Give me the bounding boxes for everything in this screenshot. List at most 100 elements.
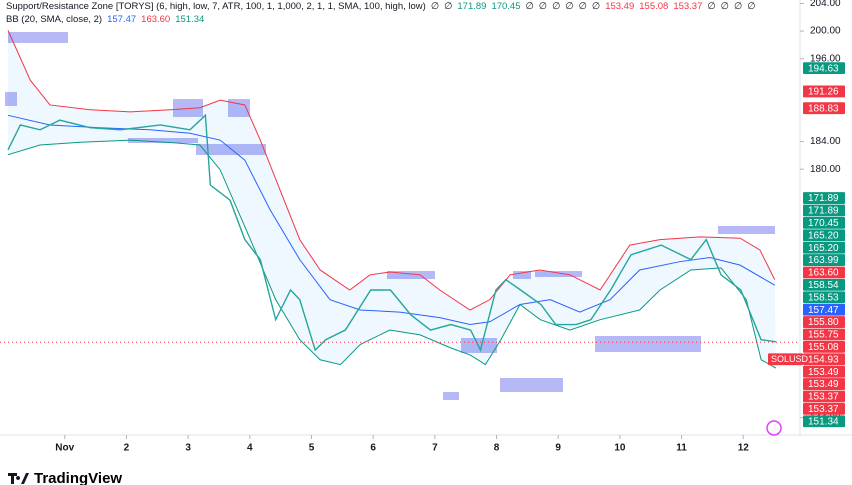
price-tag-label: 151.34 — [808, 416, 839, 427]
legend-row: BB (20, SMA, close, 2) 157.47 163.60 151.34 — [6, 13, 761, 26]
x-tick-label: 6 — [370, 443, 376, 454]
zone — [173, 99, 203, 117]
series-line — [7, 113, 777, 353]
legend-value: ∅ — [552, 1, 561, 12]
y-tick-label: 200.00 — [810, 26, 841, 37]
price-tag-label: 163.99 — [808, 255, 839, 266]
price-tag — [803, 390, 845, 403]
band-fill — [8, 30, 776, 369]
zone — [228, 99, 250, 117]
price-tag — [803, 62, 845, 75]
price-tag-label: 163.60 — [808, 268, 839, 279]
legend-value: ∅ — [707, 1, 716, 12]
zone — [718, 226, 775, 234]
zone — [513, 271, 531, 279]
price-tag-label: 165.20 — [808, 243, 839, 254]
legend-value: ∅ — [747, 1, 756, 12]
legend: Support/Resistance Zone [TORYS] (6, high… — [6, 0, 761, 26]
x-tick-label: 5 — [309, 443, 315, 454]
price-tag-label: 153.49 — [808, 379, 839, 390]
price-tag — [803, 340, 845, 353]
price-tag-label: 171.89 — [808, 206, 839, 217]
branding: TradingView — [8, 470, 122, 485]
legend-value: ∅ — [444, 1, 453, 12]
price-tag-label: 155.08 — [808, 342, 839, 353]
price-tag — [803, 365, 845, 378]
price-tag — [803, 278, 845, 291]
price-tag-label: 170.45 — [808, 218, 839, 229]
alert-icon[interactable] — [766, 420, 782, 436]
legend-title: BB (20, SMA, close, 2) — [6, 14, 103, 25]
price-tag — [803, 415, 845, 428]
x-tick-label: 3 — [185, 443, 191, 454]
series-line — [7, 30, 776, 311]
price-tag-label: 171.89 — [808, 193, 839, 204]
price-tag-label: 194.63 — [808, 63, 839, 74]
zone — [128, 138, 198, 143]
price-tag — [803, 303, 845, 316]
price-tag — [803, 353, 845, 366]
y-tick-label: 184.00 — [810, 136, 841, 147]
legend-value: 153.37 — [673, 1, 703, 12]
price-tag — [803, 316, 845, 328]
x-tick-label: 10 — [614, 443, 626, 454]
price-tag — [803, 229, 845, 242]
legend-value: ∅ — [565, 1, 574, 12]
price-tag — [803, 378, 845, 390]
price-tag-label: 155.80 — [808, 317, 839, 328]
zone — [535, 271, 582, 277]
symbol-tag — [768, 353, 803, 366]
x-tick-label: 12 — [738, 443, 750, 454]
legend-value: 153.49 — [605, 1, 635, 12]
price-tag — [803, 204, 845, 217]
legend-title: Support/Resistance Zone [TORYS] (6, high… — [6, 1, 426, 12]
legend-value: ∅ — [430, 1, 440, 12]
price-tag — [803, 266, 845, 279]
price-tag — [803, 254, 845, 266]
price-tag — [803, 328, 845, 341]
legend-value: 171.89 — [457, 1, 487, 12]
price-tag-label: 155.75 — [808, 330, 839, 341]
brand-name: TradingView — [34, 470, 122, 485]
symbol-label: SOLUSD — [771, 354, 809, 364]
zone — [443, 392, 459, 400]
price-tag-label: 153.49 — [808, 367, 839, 378]
price-tag-label: 188.83 — [808, 103, 839, 114]
legend-row: Support/Resistance Zone [TORYS] (6, high… — [6, 0, 761, 13]
zone — [5, 92, 17, 106]
legend-value: 157.47 — [107, 14, 137, 25]
legend-value: ∅ — [578, 1, 587, 12]
legend-value: ∅ — [525, 1, 534, 12]
legend-value: ∅ — [538, 1, 548, 12]
price-tag — [803, 192, 845, 204]
x-tick-label: 11 — [676, 443, 687, 454]
legend-value: 163.60 — [141, 14, 171, 25]
price-tag-label: 158.54 — [808, 280, 839, 291]
x-tick-label: 8 — [494, 443, 500, 454]
legend-value: ∅ — [720, 1, 729, 12]
price-tag — [803, 85, 845, 98]
price-tag — [803, 216, 845, 229]
x-tick-label: 4 — [247, 443, 253, 454]
legend-value: ∅ — [591, 1, 601, 12]
price-tag-label: 153.37 — [808, 392, 839, 403]
price-tag — [803, 102, 845, 115]
x-tick-label: Nov — [55, 443, 74, 454]
zones — [5, 32, 775, 400]
legend-value: 170.45 — [491, 1, 521, 12]
price-tag — [803, 402, 845, 415]
brand-logo — [8, 473, 29, 484]
zone — [500, 378, 563, 392]
price-tag-label: 165.20 — [808, 230, 839, 241]
price-tag — [803, 241, 845, 254]
x-tick-label: 9 — [555, 443, 561, 454]
price-tag-label: 153.37 — [808, 404, 839, 415]
zone — [387, 271, 435, 279]
price-tag — [803, 291, 845, 304]
x-tick-label: 7 — [432, 443, 438, 454]
legend-value: ∅ — [733, 1, 743, 12]
legend-value: 155.08 — [639, 1, 669, 12]
zone — [8, 32, 68, 43]
